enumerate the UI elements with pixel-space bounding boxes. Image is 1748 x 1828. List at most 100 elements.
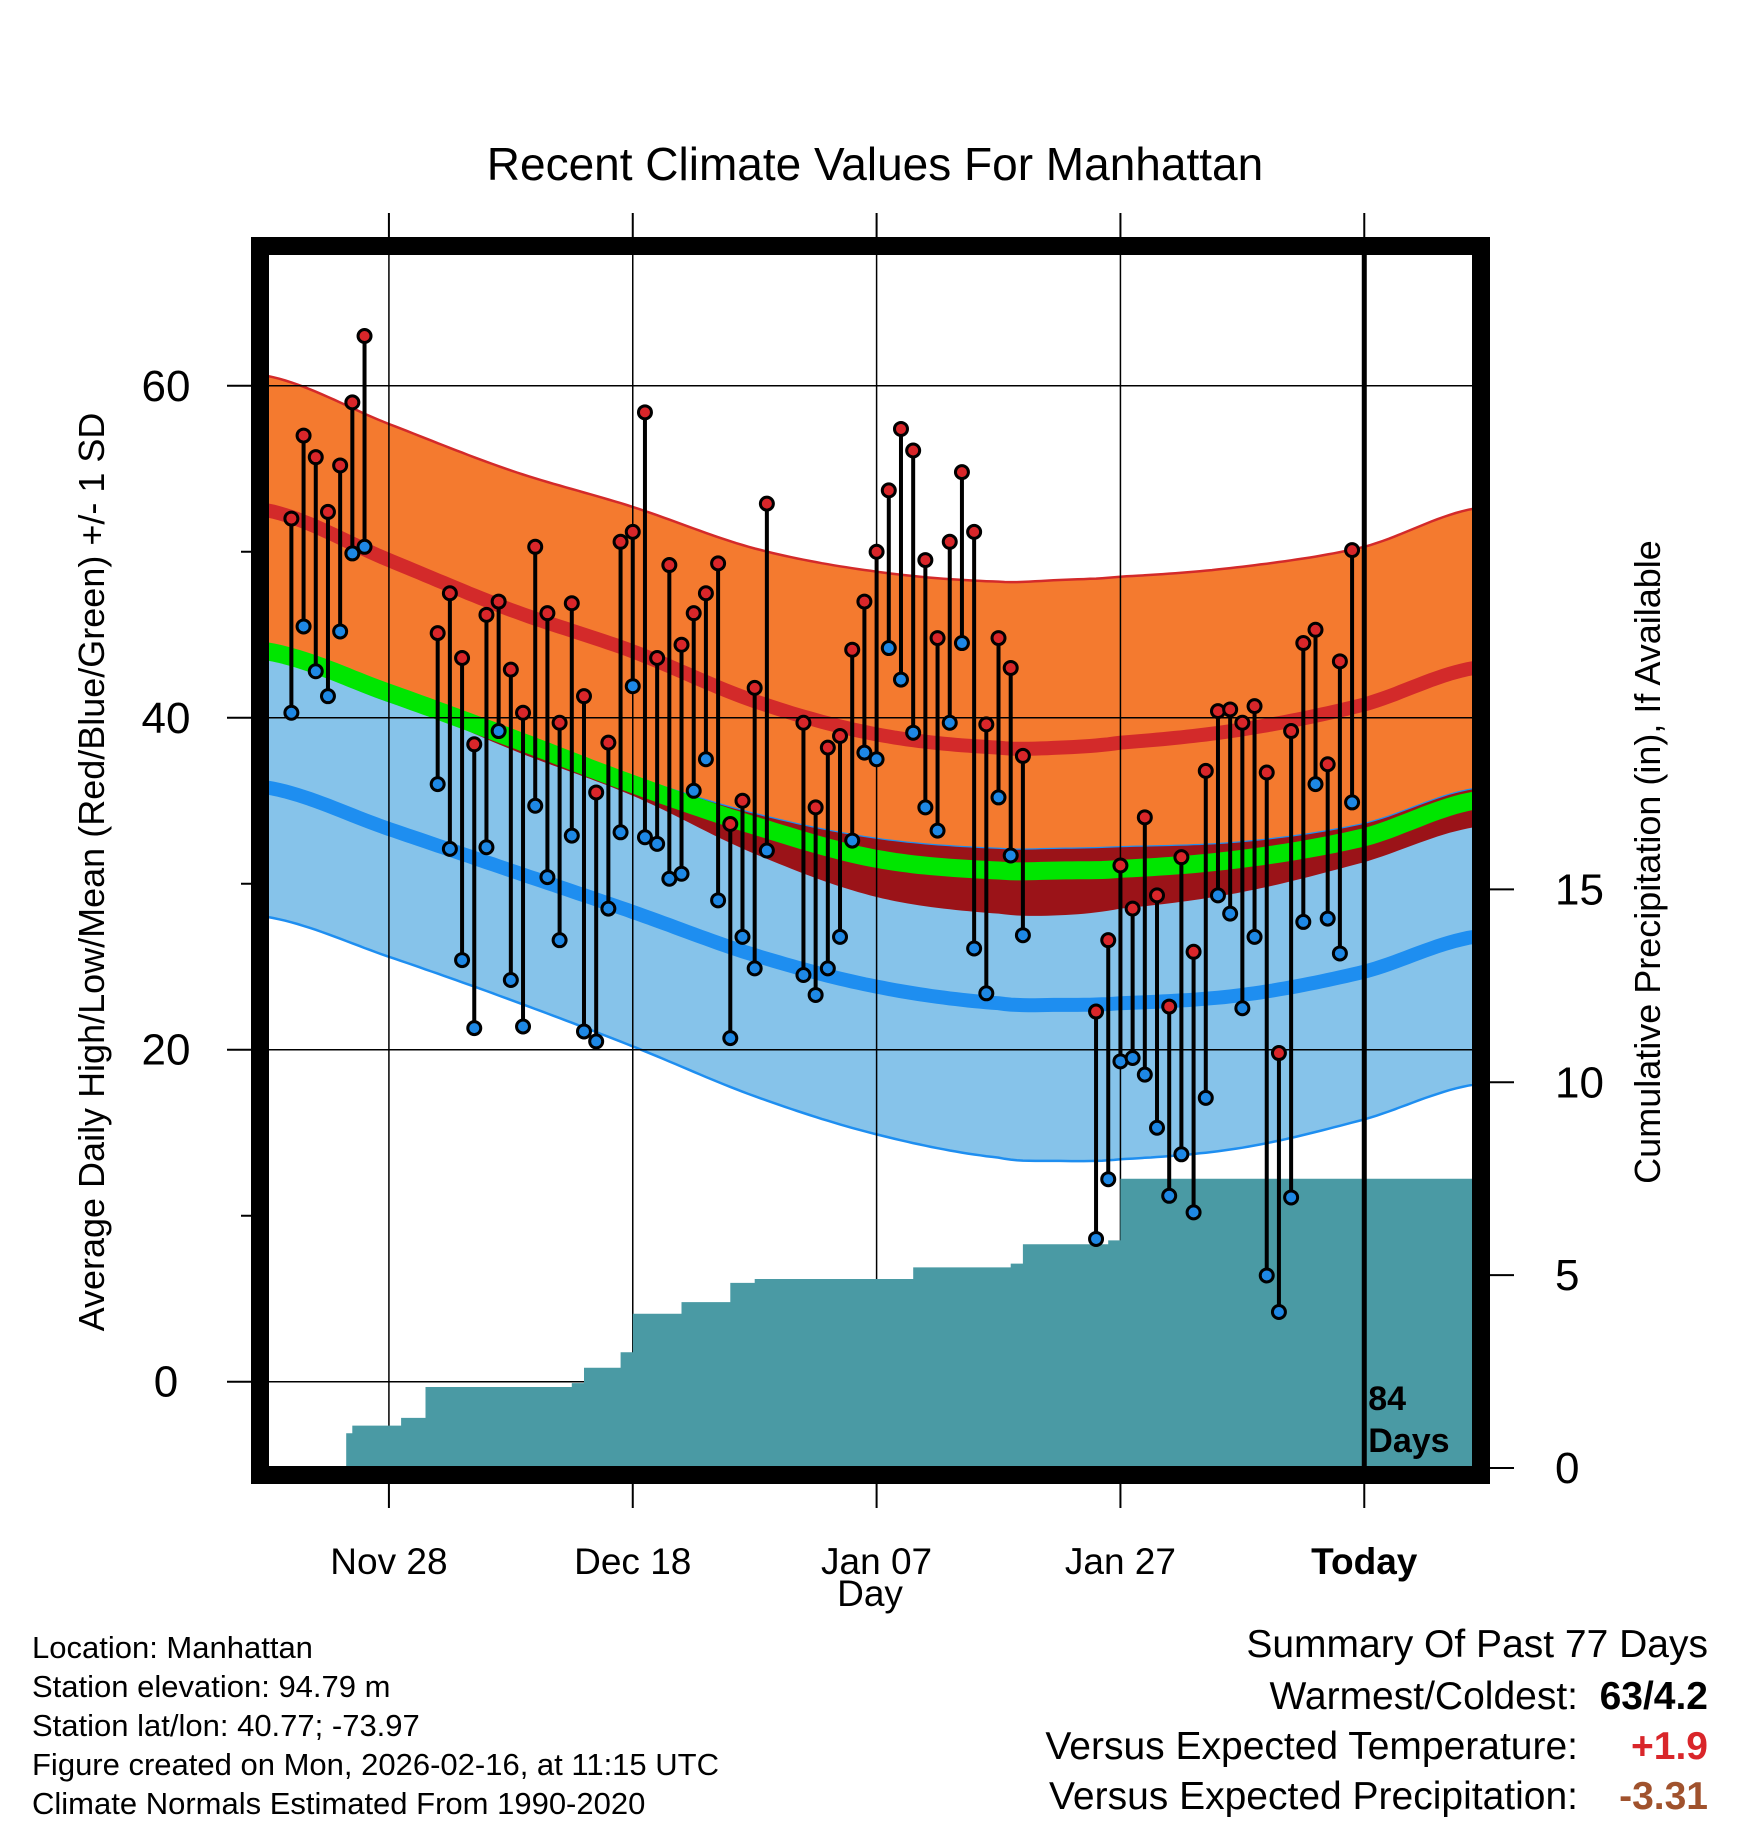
daily-low-point (1088, 1230, 1105, 1247)
daily-high-point (722, 815, 739, 832)
summary-label: Versus Expected Temperature: (1045, 1725, 1578, 1768)
daily-low-point (649, 835, 666, 852)
y2-axis-label: Cumulative Precipitation (in), If Availa… (1627, 540, 1668, 1184)
overlap-band (267, 644, 1474, 916)
y-axis-label: Average Daily High/Low/Mean (Red/Blue/Gr… (71, 413, 112, 1332)
daily-low-point (941, 714, 958, 731)
summary-label: Versus Expected Precipitation: (1049, 1775, 1578, 1818)
y2-tick-label: 10 (1555, 1058, 1604, 1107)
daily-high-point (441, 585, 458, 602)
x-tick-label: Dec 18 (574, 1541, 691, 1582)
x-tick-label: Nov 28 (330, 1541, 447, 1582)
y-tick-label: 20 (142, 1026, 191, 1075)
daily-low-point (1173, 1146, 1190, 1163)
daily-low-point (990, 789, 1007, 806)
precipitation-area-fill (340, 1171, 1474, 1468)
daily-high-point (1319, 756, 1336, 773)
daily-low-point (588, 1033, 605, 1050)
daily-low-point (1331, 945, 1348, 962)
daily-low-point (356, 538, 373, 555)
daily-high-point (880, 482, 897, 499)
summary-value: +1.9 (1631, 1725, 1708, 1768)
station-info: Location: Manhattan Station elevation: 9… (32, 1628, 719, 1823)
daily-high-point (819, 739, 836, 756)
daily-high-point (1197, 762, 1214, 779)
daily-high-point (795, 714, 812, 731)
x-tick-label: Today (1311, 1541, 1418, 1582)
daily-low-point (575, 1023, 592, 1040)
daily-low-point (319, 688, 336, 705)
daily-low-point (1258, 1267, 1275, 1284)
daily-high-point (929, 630, 946, 647)
daily-high-point (454, 650, 471, 666)
daily-low-point (429, 776, 446, 793)
daily-low-point (466, 1020, 483, 1037)
climate-chart: Recent Climate Values For Manhattan Aver… (71, 138, 1668, 1614)
daily-high-point (1173, 849, 1190, 866)
daily-high-point (710, 555, 727, 572)
daily-high-point (1258, 764, 1275, 781)
daily-low-point (807, 986, 824, 1003)
daily-high-point (1222, 701, 1239, 718)
info-normals: Climate Normals Estimated From 1990-2020 (32, 1786, 646, 1821)
daily-low-point (515, 1018, 532, 1035)
daily-high-point (978, 716, 995, 733)
daily-low-point (905, 724, 922, 741)
daily-low-point (722, 1030, 739, 1047)
y2-tick-label: 0 (1555, 1444, 1579, 1493)
daily-high-point (478, 606, 495, 623)
daily-low-point (832, 928, 849, 945)
y2-tick-label: 15 (1555, 865, 1604, 914)
daily-high-point (1234, 714, 1251, 731)
daily-high-point (588, 784, 605, 801)
daily-low-point (746, 960, 763, 977)
daily-low-point (734, 928, 751, 945)
daily-low-point (1234, 1000, 1251, 1017)
daily-low-point (441, 840, 458, 857)
daily-high-point (1161, 998, 1178, 1015)
daily-high-point (1270, 1045, 1287, 1062)
info-location: Location: Manhattan (32, 1630, 313, 1665)
daily-low-point (710, 892, 727, 909)
daily-low-point (1295, 913, 1312, 930)
daily-high-point (953, 464, 970, 481)
daily-low-point (1319, 910, 1336, 927)
daily-observations (283, 327, 1361, 1320)
daily-low-point (1283, 1189, 1300, 1206)
daily-low-point (685, 782, 702, 799)
daily-low-point (1344, 794, 1361, 811)
daily-high-point (1283, 723, 1300, 740)
normal-bands (267, 374, 1474, 1163)
summary-value: -3.31 (1619, 1775, 1708, 1818)
daily-high-point (746, 679, 763, 696)
daily-low-point (344, 545, 361, 562)
daily-low-point (819, 960, 836, 977)
daily-low-point (1002, 847, 1019, 864)
summary-title: Summary Of Past 77 Days (1246, 1623, 1708, 1666)
y2-tick-label: 5 (1555, 1251, 1579, 1300)
daily-low-point (697, 751, 714, 768)
daily-low-point (1270, 1303, 1287, 1320)
summary-label: Warmest/Coldest: (1269, 1675, 1578, 1718)
daily-high-point (1088, 1003, 1105, 1020)
daily-low-point (600, 900, 617, 917)
daily-high-point (283, 510, 300, 527)
daily-low-point (1014, 927, 1031, 944)
daily-high-point (332, 457, 349, 474)
daily-high-point (673, 636, 690, 653)
daily-high-point (941, 533, 958, 550)
daily-high-point (1344, 542, 1361, 559)
daily-high-point (295, 427, 312, 444)
daily-low-point (563, 827, 580, 844)
x-tick-label: Jan 27 (1065, 1541, 1176, 1582)
info-elevation: Station elevation: 94.79 m (32, 1669, 391, 1704)
daily-low-point (1185, 1204, 1202, 1221)
daily-low-point (880, 640, 897, 657)
daily-low-point (953, 635, 970, 652)
plot-frame (251, 237, 1490, 1484)
daily-high-point (319, 503, 336, 520)
daily-low-point (502, 972, 519, 989)
daily-high-point (539, 605, 556, 622)
daily-high-point (612, 533, 629, 550)
daily-high-point (1331, 653, 1348, 670)
